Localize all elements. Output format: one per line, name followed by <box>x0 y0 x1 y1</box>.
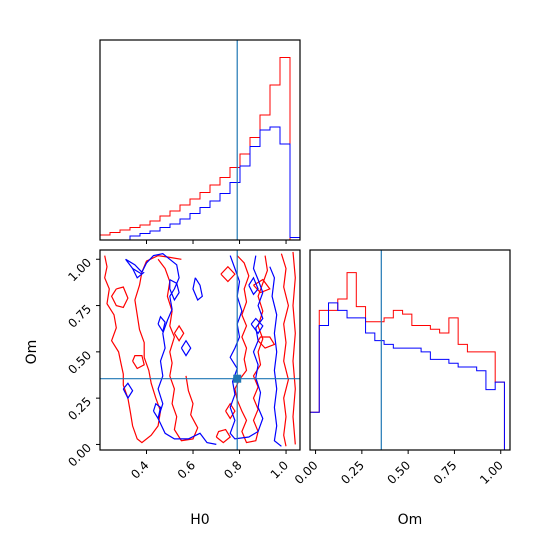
joint-contour-4 <box>173 324 185 342</box>
om-histogram-series-0 <box>309 272 505 450</box>
joint-contour-2 <box>132 355 145 370</box>
om-marginal-histogram-panel: 0.00 0.25 0.50 0.75 1.00 Om <box>292 249 511 528</box>
y-axis-label-om: Om <box>24 340 40 365</box>
joint-contour-10 <box>253 278 271 294</box>
om-x-tick-label-4: 1.00 <box>477 458 506 487</box>
joint-contour-13 <box>125 253 217 445</box>
joint-contour-17 <box>122 382 134 400</box>
h0-histogram-layer <box>99 40 301 241</box>
om-histogram-layer <box>309 250 505 450</box>
joint-contour-20 <box>180 339 192 357</box>
joint-y-tick-label-1: 0.25 <box>65 394 94 423</box>
joint-contour-panel: 0.4 0.6 0.8 1.0 0.00 0.25 0.50 0.75 1.00 H0 Om <box>24 249 301 528</box>
joint-contour-12 <box>292 251 296 445</box>
joint-contour-6 <box>225 402 236 420</box>
joint-contour-1 <box>110 286 129 309</box>
joint-x-tick-label-2: 0.8 <box>221 458 244 481</box>
h0-histogram-series-1 <box>100 126 301 241</box>
joint-contour-24 <box>250 317 264 335</box>
joint-y-ticks: 0.00 0.25 0.50 0.75 1.00 <box>65 255 100 469</box>
joint-contour-19 <box>157 315 166 334</box>
om-x-tick-label-0: 0.00 <box>292 458 321 487</box>
joint-contour-5 <box>215 428 231 444</box>
joint-x-tick-label-3: 1.0 <box>268 458 291 481</box>
joint-x-tick-label-0: 0.4 <box>128 458 151 481</box>
joint-contour-21 <box>192 277 203 301</box>
om-marginal-frame <box>309 249 511 451</box>
joint-y-tick-label-2: 0.50 <box>65 348 94 377</box>
joint-contour-18 <box>152 402 162 421</box>
joint-contour-23 <box>248 276 259 296</box>
joint-contour-9 <box>257 336 276 349</box>
joint-contour-25 <box>269 266 282 447</box>
joint-contour-16 <box>169 279 180 302</box>
x-axis-label-h0: H0 <box>190 512 209 528</box>
om-histogram-series-1 <box>309 302 505 450</box>
h0-marginal-frame <box>99 39 301 241</box>
joint-contour-11 <box>280 253 290 447</box>
joint-y-tick-label-4: 1.00 <box>65 255 94 284</box>
om-x-tick-label-2: 0.50 <box>384 458 413 487</box>
joint-contour-15 <box>132 268 145 279</box>
joint-contour-layer <box>100 250 300 450</box>
joint-truth-marker <box>233 374 242 383</box>
om-x-tick-label-1: 0.25 <box>338 458 367 487</box>
joint-frame <box>99 249 301 451</box>
joint-contour-8 <box>234 255 269 444</box>
om-x-ticks: 0.00 0.25 0.50 0.75 1.00 <box>292 450 506 487</box>
h0-marginal-ticks <box>146 240 287 244</box>
h0-histogram-series-0 <box>99 57 300 241</box>
joint-x-ticks: 0.4 0.6 0.8 1.0 <box>128 450 291 482</box>
joint-contour-0 <box>104 254 182 444</box>
joint-y-tick-label-3: 0.75 <box>65 302 94 331</box>
joint-x-tick-label-1: 0.6 <box>175 458 198 481</box>
joint-contour-7 <box>220 265 236 283</box>
joint-contour-3 <box>157 258 199 442</box>
h0-marginal-histogram-panel <box>99 39 301 244</box>
joint-y-tick-label-0: 0.00 <box>65 441 94 470</box>
x-axis-label-om: Om <box>398 512 423 528</box>
om-x-tick-label-3: 0.75 <box>431 458 460 487</box>
